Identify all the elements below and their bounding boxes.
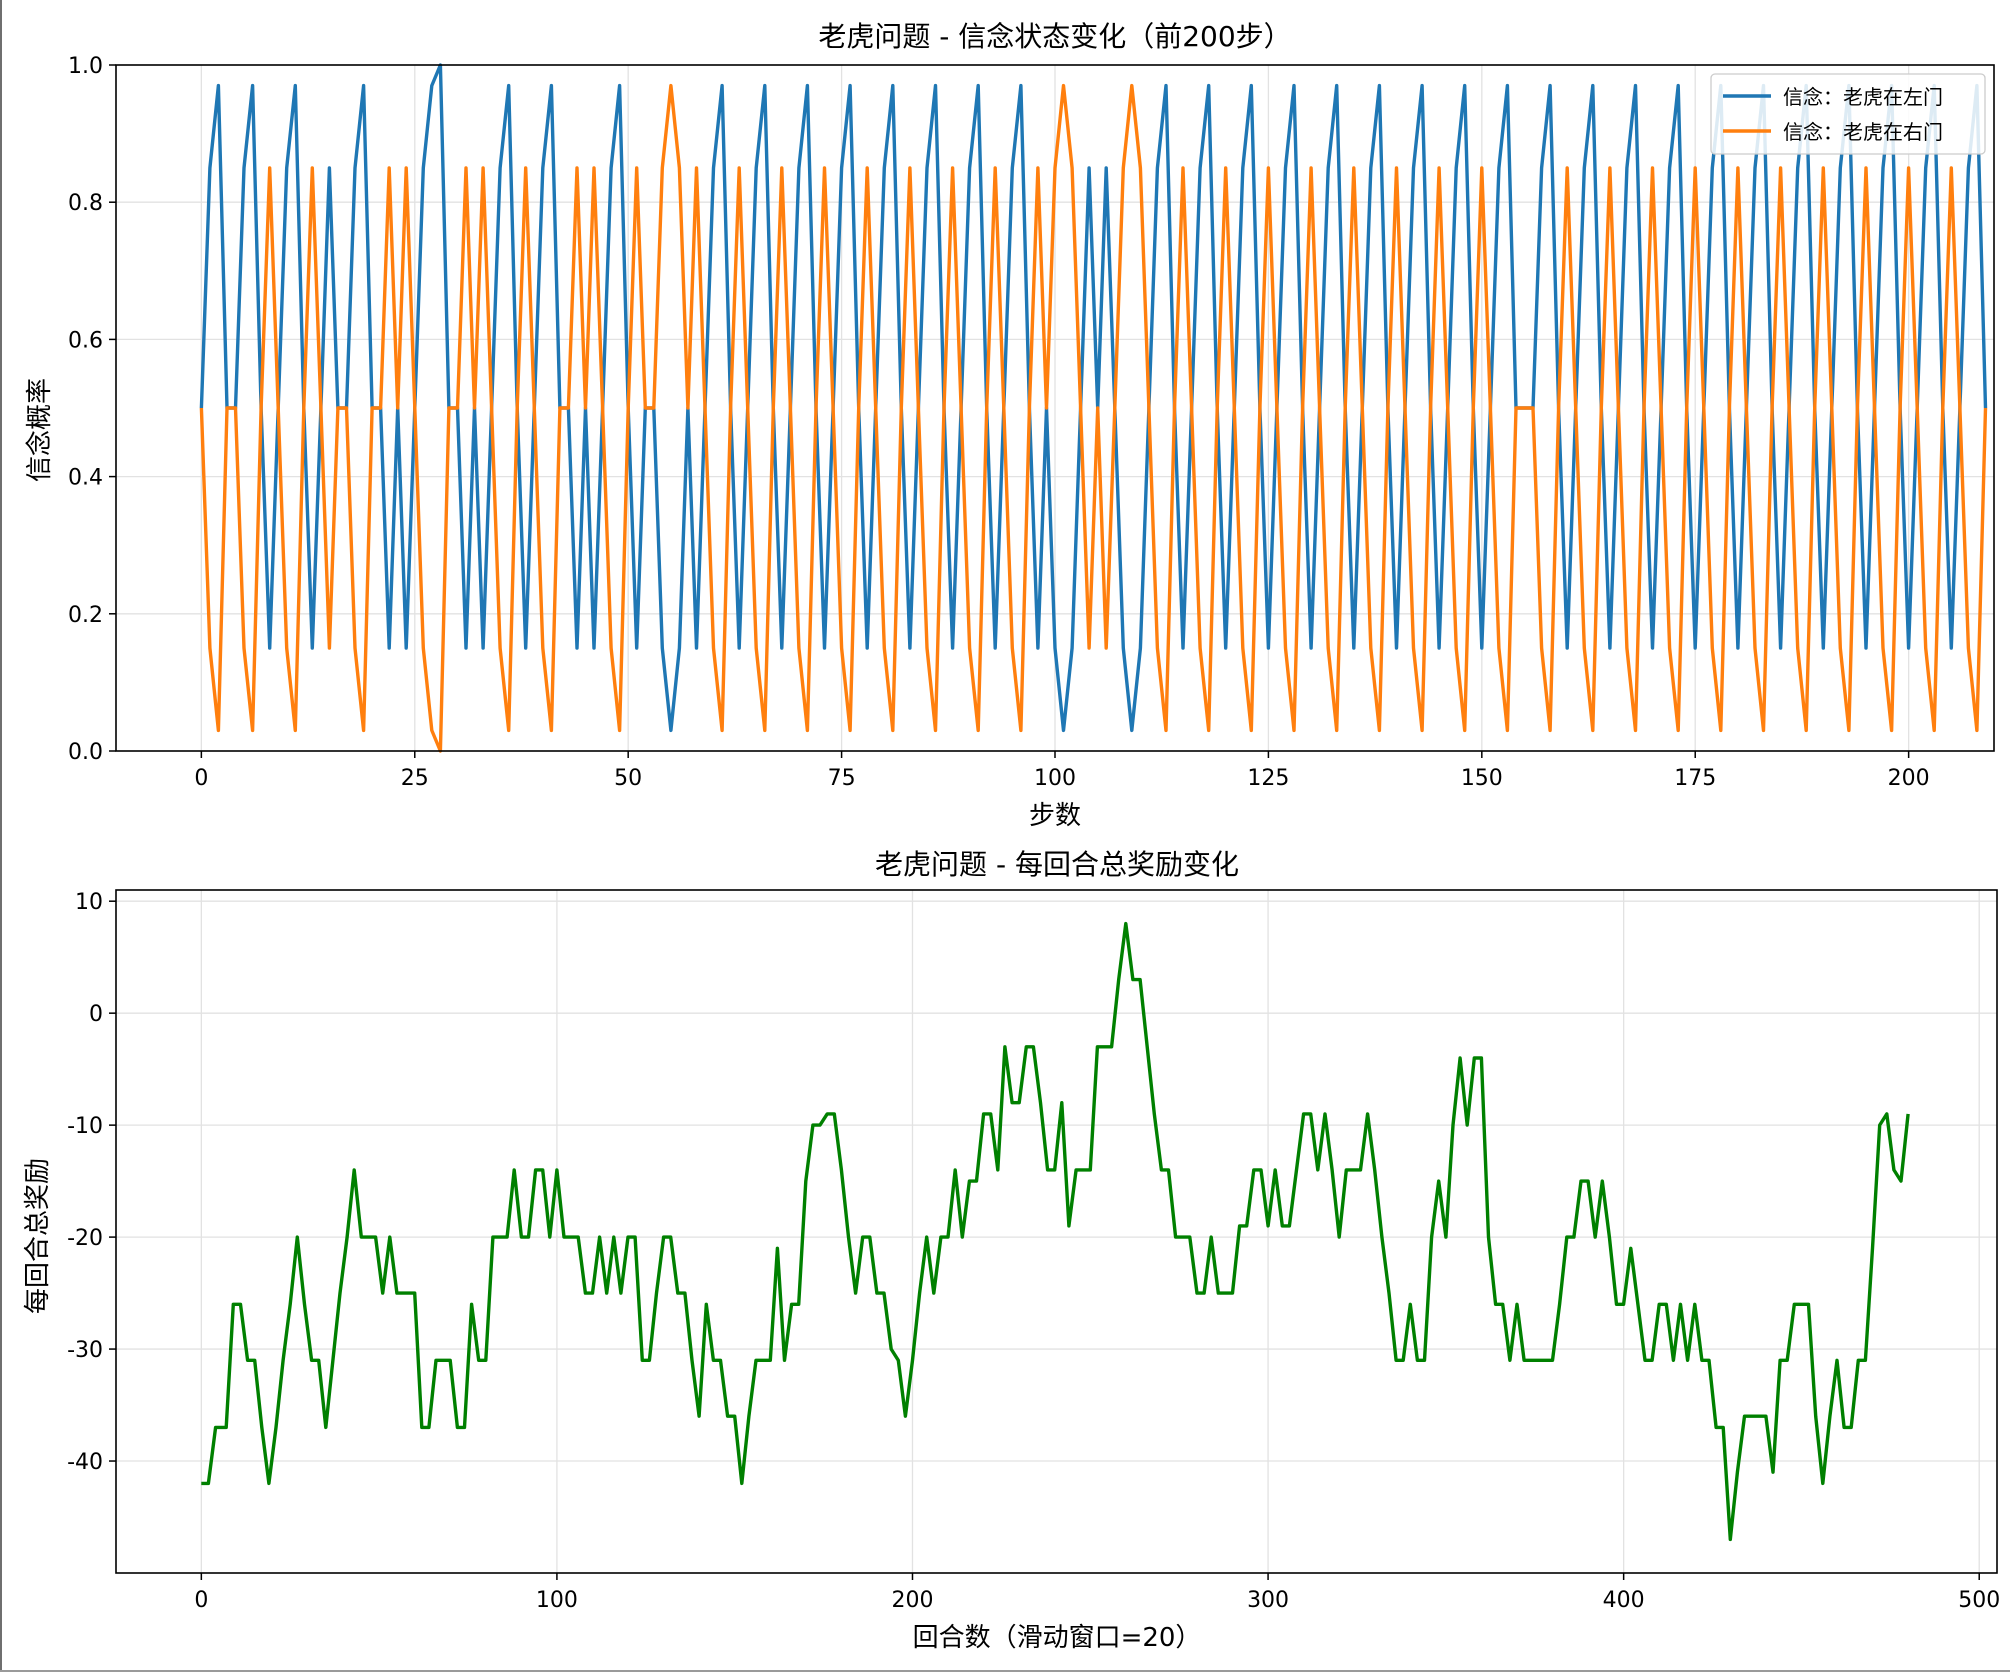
reward-chart-grid: [116, 890, 1997, 1573]
reward-chart-ytick-label: -40: [67, 1450, 103, 1475]
belief-chart-ytick-label: 0.6: [68, 328, 103, 353]
belief-chart-xtick-label: 75: [828, 766, 856, 791]
figure-left-border: [0, 0, 2, 1672]
belief-chart-series-line-2: [199, 83, 1988, 753]
belief-chart-series-line-1: [199, 63, 1988, 733]
reward-chart-ylabel: 每回合总奖励: [23, 1158, 53, 1314]
belief-chart-title: 老虎问题 - 信念状态变化（前200步）: [818, 20, 1291, 53]
belief-chart-xlabel: 步数: [1029, 801, 1081, 831]
belief-chart-legend-label-2: 信念：老虎在右门: [1783, 120, 1943, 144]
belief-chart-xtick-label: 100: [1034, 766, 1076, 791]
belief-chart-ytick-label: 0.2: [68, 603, 103, 628]
reward-chart-xtick-label: 300: [1247, 1588, 1289, 1613]
reward-chart-ytick-label: 0: [89, 1002, 103, 1027]
reward-chart-xtick-label: 100: [536, 1588, 578, 1613]
belief-chart-xtick-label: 25: [401, 766, 429, 791]
figure-bottom-border: [0, 1670, 2010, 1672]
belief-chart-legend-label-1: 信念：老虎在左门: [1783, 85, 1943, 109]
reward-chart: 老虎问题 - 每回合总奖励变化 回合数（滑动窗口=20） 每回合总奖励 0 100…: [23, 848, 2000, 1653]
belief-chart-xtick-label: 175: [1674, 766, 1716, 791]
belief-chart: 老虎问题 - 信念状态变化（前200步） 步数 信念概率 0 25 50 75 100 1…: [25, 20, 1995, 831]
reward-chart-ytick-label: -10: [67, 1114, 103, 1139]
belief-chart-ytick-label: 0.8: [68, 191, 103, 216]
belief-chart-ylabel: 信念概率: [25, 378, 55, 482]
belief-chart-xtick-label: 125: [1247, 766, 1289, 791]
reward-chart-title: 老虎问题 - 每回合总奖励变化: [875, 848, 1239, 881]
reward-chart-plot-frame: [115, 889, 1998, 1574]
reward-chart-ytick-label: -30: [67, 1338, 103, 1363]
reward-chart-ytick-label: 10: [75, 890, 103, 915]
belief-chart-xtick-label: 200: [1888, 766, 1930, 791]
reward-chart-xtick-label: 0: [194, 1588, 208, 1613]
belief-chart-xtick-label: 0: [194, 766, 208, 791]
reward-chart-xtick-label: 500: [1958, 1588, 2000, 1613]
reward-chart-series-line-1: [201, 921, 1910, 1542]
belief-chart-legend-box: [1710, 73, 1986, 155]
belief-chart-ytick-label: 0.0: [68, 740, 103, 765]
belief-chart-xtick-label: 50: [614, 766, 642, 791]
reward-chart-xlabel: 回合数（滑动窗口=20）: [913, 1623, 1202, 1653]
reward-chart-ytick-label: -20: [67, 1226, 103, 1251]
belief-chart-ytick-label: 1.0: [68, 54, 103, 79]
reward-chart-xtick-label: 400: [1603, 1588, 1645, 1613]
belief-chart-xtick-label: 150: [1461, 766, 1503, 791]
reward-chart-xtick-label: 200: [891, 1588, 933, 1613]
belief-chart-ytick-label: 0.4: [68, 466, 103, 491]
